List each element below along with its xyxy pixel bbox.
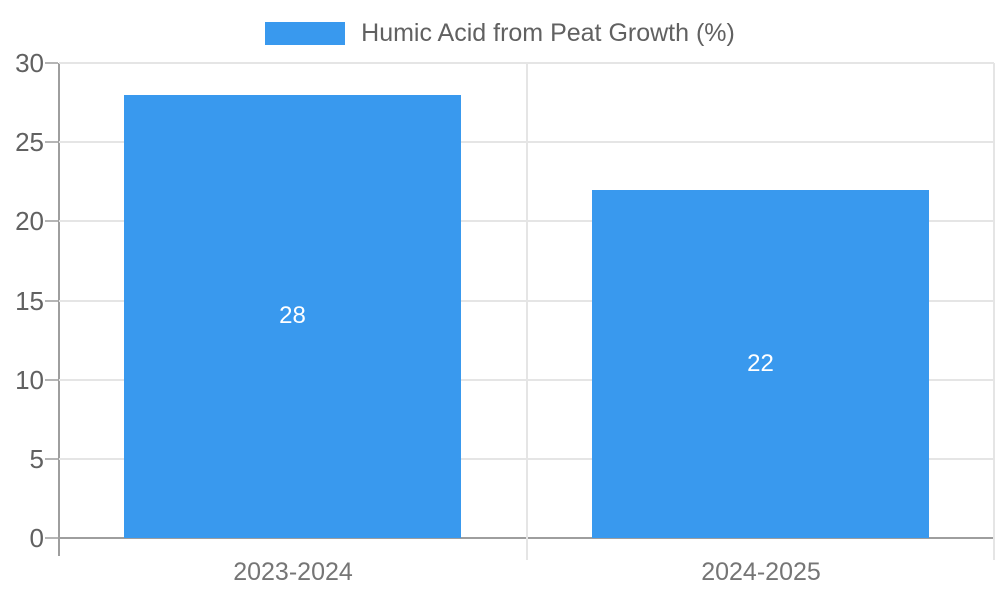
bar-value-label: 28: [279, 302, 306, 329]
y-tick: [45, 141, 58, 144]
y-tick-label: 25: [15, 127, 44, 158]
y-tick-label: 15: [15, 285, 44, 316]
legend-swatch: [265, 22, 346, 45]
y-tick: [45, 220, 58, 223]
y-tick: [45, 299, 58, 302]
y-tick-label: 10: [15, 364, 44, 395]
legend-label: Humic Acid from Peat Growth (%): [361, 19, 735, 47]
y-axis-line: [58, 63, 60, 556]
chart-legend: Humic Acid from Peat Growth (%): [0, 19, 1000, 48]
y-tick-label: 0: [29, 523, 44, 553]
x-category-label: 2024-2025: [701, 558, 821, 586]
x-category-label: 2023-2024: [233, 558, 353, 586]
plot-right-border: [993, 63, 995, 560]
y-tick: [45, 378, 58, 381]
y-tick-label: 30: [15, 48, 44, 78]
y-tick: [45, 62, 58, 64]
bar-value-label: 22: [747, 350, 774, 377]
y-tick: [45, 537, 58, 539]
category-divider: [525, 63, 528, 560]
y-tick-label: 20: [15, 206, 44, 237]
bar: [592, 190, 929, 538]
y-tick-label: 5: [29, 443, 44, 474]
bar: [124, 95, 461, 538]
y-tick: [45, 457, 58, 460]
